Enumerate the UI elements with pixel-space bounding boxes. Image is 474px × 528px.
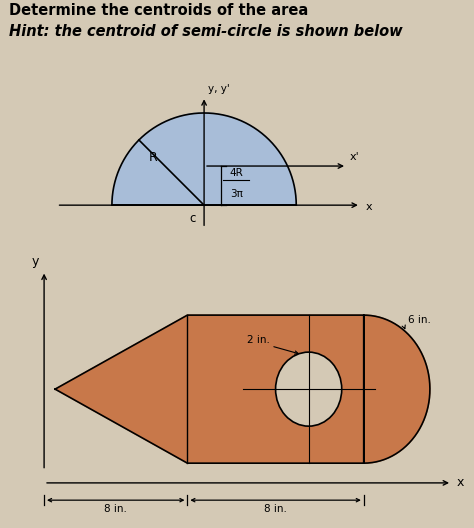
Text: 4R: 4R [229, 168, 243, 178]
Text: x: x [456, 476, 464, 489]
Polygon shape [55, 315, 430, 463]
Text: x: x [365, 202, 372, 212]
Text: Hint: the centroid of semi-circle is shown below: Hint: the centroid of semi-circle is sho… [9, 24, 403, 39]
Text: y, y': y, y' [208, 83, 229, 93]
Polygon shape [112, 113, 296, 205]
Circle shape [275, 352, 342, 426]
Text: x': x' [350, 153, 359, 162]
Text: R: R [149, 151, 157, 164]
Text: 3π: 3π [230, 189, 243, 199]
Text: 6 in.: 6 in. [408, 315, 431, 325]
Text: y: y [32, 255, 39, 268]
Text: c: c [190, 212, 196, 224]
Text: 8 in.: 8 in. [104, 504, 127, 514]
Text: Determine the centroids of the area: Determine the centroids of the area [9, 3, 309, 17]
Text: 2 in.: 2 in. [246, 335, 269, 345]
Text: 8 in.: 8 in. [264, 504, 287, 514]
